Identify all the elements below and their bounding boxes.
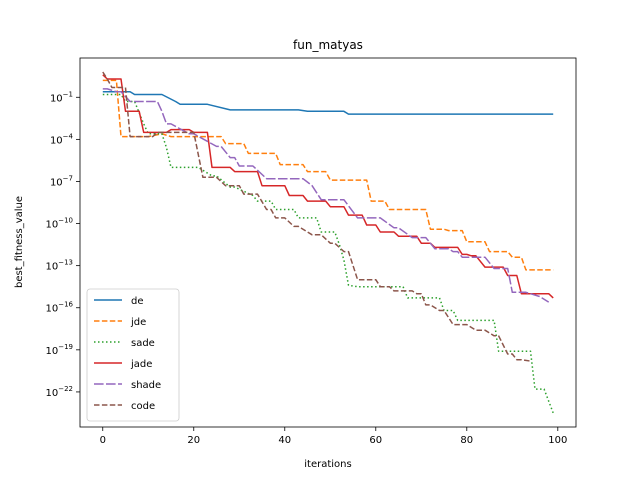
y-tick-label: 10−10: [45, 217, 73, 231]
x-tick-label: 80: [460, 435, 473, 446]
legend-label-sade: sade: [131, 338, 155, 349]
series-line-jde: [102, 79, 554, 271]
legend-label-de: de: [131, 296, 144, 307]
y-tick-label: 10−13: [45, 259, 73, 273]
legend-label-code: code: [131, 401, 155, 412]
y-tick-label: 10−7: [50, 174, 73, 188]
series-line-shade: [102, 88, 550, 303]
y-tick-label: 10−1: [50, 90, 73, 104]
x-tick-label: 60: [369, 435, 382, 446]
legend: de jde sade jade shade code: [86, 288, 180, 422]
plot-frame: [79, 57, 577, 428]
legend-label-shade: shade: [131, 380, 161, 391]
y-tick-label: 10−4: [50, 132, 74, 146]
y-axis-label: best_fitness_value: [14, 196, 25, 288]
x-tick-label: 0: [100, 435, 106, 446]
legend-label-jade: jade: [130, 359, 152, 370]
legend-label-jde: jde: [130, 317, 146, 328]
series-line-de: [102, 90, 554, 115]
series-line-sade: [102, 93, 554, 414]
chart-title: fun_matyas: [293, 38, 363, 52]
y-axis: 10−22 10−19 10−16 10−13 10−10 10−7 10−4 10−1: [45, 90, 80, 399]
x-axis-label: iterations: [304, 459, 351, 470]
y-tick-label: 10−19: [45, 343, 73, 357]
y-tick-label: 10−22: [45, 385, 73, 399]
x-tick-label: 40: [278, 435, 291, 446]
x-tick-label: 100: [548, 435, 567, 446]
series-line-code: [102, 71, 531, 362]
series-layer: [102, 71, 554, 414]
legend-box: [86, 288, 180, 422]
y-tick-label: 10−16: [45, 301, 73, 315]
x-axis: 0 20 40 60 80 100: [100, 427, 567, 446]
x-tick-label: 20: [187, 435, 200, 446]
